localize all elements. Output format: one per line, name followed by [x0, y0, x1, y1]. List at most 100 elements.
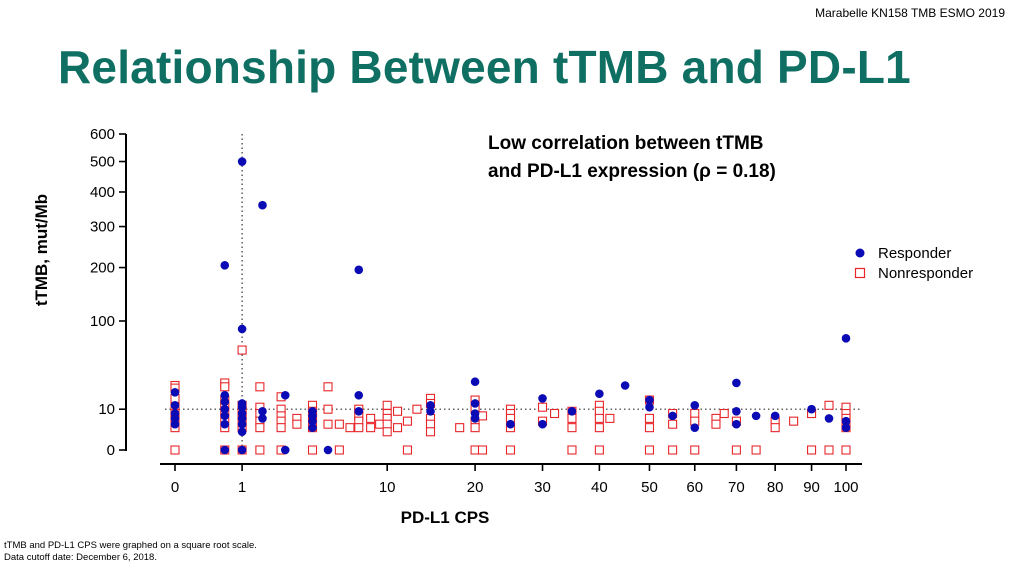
nonresponder-point — [668, 445, 678, 455]
nonresponder-point — [824, 400, 834, 410]
nonresponder-point — [477, 411, 488, 421]
y-tick-label: 100 — [90, 313, 115, 330]
responder-point — [668, 411, 677, 421]
nonresponder-point — [170, 445, 180, 455]
x-tick-label: 1 — [238, 479, 246, 496]
responder-point — [841, 416, 851, 426]
nonresponder-point — [455, 423, 465, 433]
y-tick-label: 300 — [90, 219, 115, 236]
responder-point — [170, 401, 180, 410]
nonresponder-point — [550, 408, 560, 419]
legend-item-responder: Responder — [854, 243, 973, 263]
nonresponder-point — [255, 423, 265, 433]
nonresponder-point — [841, 445, 851, 455]
responder-point — [690, 423, 700, 432]
nonresponder-point — [402, 416, 412, 426]
legend: Responder Nonresponder — [854, 243, 973, 283]
data-points — [170, 157, 851, 455]
responder-point — [237, 445, 247, 455]
responder-point — [258, 200, 267, 210]
responder-point — [426, 406, 435, 416]
y-tick-label: 200 — [90, 260, 115, 277]
y-tick-label: 10 — [98, 401, 115, 418]
nonresponder-point — [382, 427, 392, 437]
responder-point — [841, 423, 851, 432]
responder-point — [220, 390, 230, 400]
nonresponder-point — [292, 419, 302, 429]
legend-item-nonresponder: Nonresponder — [854, 263, 973, 283]
responder-point — [237, 402, 247, 412]
responder-point — [645, 395, 654, 405]
nonresponder-point — [594, 445, 604, 455]
nonresponder-point — [220, 382, 230, 392]
y-tick-label: 400 — [90, 184, 115, 201]
nonresponder-point — [731, 445, 741, 455]
responder-point — [567, 406, 577, 416]
nonresponder-point — [505, 445, 516, 455]
nonresponder-point — [323, 419, 333, 429]
nonresponder-point — [668, 419, 678, 429]
responder-point — [538, 394, 547, 403]
nonresponder-point — [323, 382, 333, 392]
nonresponder-point — [567, 445, 577, 455]
y-tick-label: 500 — [90, 154, 115, 171]
nonresponder-point — [323, 404, 333, 414]
nonresponder-point — [425, 419, 436, 429]
responder-point — [690, 401, 700, 410]
footnote-cutoff: Data cutoff date: December 6, 2018. — [4, 552, 157, 563]
nonresponder-point — [824, 445, 834, 455]
x-tick-label: 40 — [591, 479, 608, 496]
responder-point — [770, 411, 780, 421]
responder-point — [308, 423, 317, 432]
responder-point — [220, 397, 230, 407]
nonresponder-point — [644, 445, 655, 455]
nonresponder-point — [711, 419, 721, 429]
nonresponder-point — [392, 423, 403, 433]
nonresponder-point — [307, 445, 318, 455]
responder-point — [470, 377, 480, 387]
nonresponder-point — [366, 413, 376, 423]
nonresponder-point — [770, 423, 780, 433]
nonresponder-point — [425, 427, 436, 437]
axes: 0 10 100 200 300 400 500 600 0 1 10 20 30 40 50 60 70 80 9… — [90, 126, 862, 496]
nonresponder-point — [807, 445, 817, 455]
y-axis-label: tTMB, mut/Mb — [32, 193, 51, 307]
citation: Marabelle KN158 TMB ESMO 2019 — [815, 6, 1005, 20]
legend-label-responder: Responder — [878, 244, 952, 262]
responder-point — [354, 265, 364, 275]
nonresponder-point — [605, 413, 615, 423]
nonresponder-point — [470, 445, 480, 455]
nonresponder-point — [354, 423, 364, 433]
responder-point — [732, 406, 741, 416]
responder-point — [323, 445, 333, 455]
nonresponder-point — [237, 345, 247, 355]
responder-point — [308, 416, 317, 426]
nonresponder-point — [255, 382, 265, 392]
nonresponder-point — [334, 419, 344, 429]
nonresponder-point — [392, 406, 403, 416]
x-tick-label: 10 — [379, 479, 396, 496]
x-axis-label: PD-L1 CPS — [400, 508, 490, 527]
x-tick-label: 90 — [803, 479, 820, 496]
responder-point — [258, 406, 267, 416]
nonresponder-point — [644, 423, 655, 433]
y-tick-label: 600 — [90, 126, 115, 143]
slide-title: Relationship Between tTMB and PD-L1 — [58, 41, 911, 93]
nonresponder-point — [567, 413, 577, 423]
responder-point — [732, 419, 741, 429]
footnotes: tTMB and PD-L1 CPS were graphed on a squ… — [4, 540, 257, 564]
responder-point — [732, 378, 741, 388]
responder-point — [237, 427, 247, 437]
responder-point — [470, 399, 480, 408]
nonresponder-point — [382, 400, 392, 410]
nonresponder-point — [719, 408, 729, 419]
x-tick-label: 30 — [534, 479, 551, 496]
nonresponder-point — [375, 419, 385, 429]
responder-point — [170, 388, 180, 397]
nonresponder-point — [789, 416, 799, 426]
responder-point — [354, 390, 364, 400]
x-tick-label: 50 — [641, 479, 658, 496]
responder-point — [170, 419, 180, 429]
nonresponder-point — [345, 423, 355, 433]
